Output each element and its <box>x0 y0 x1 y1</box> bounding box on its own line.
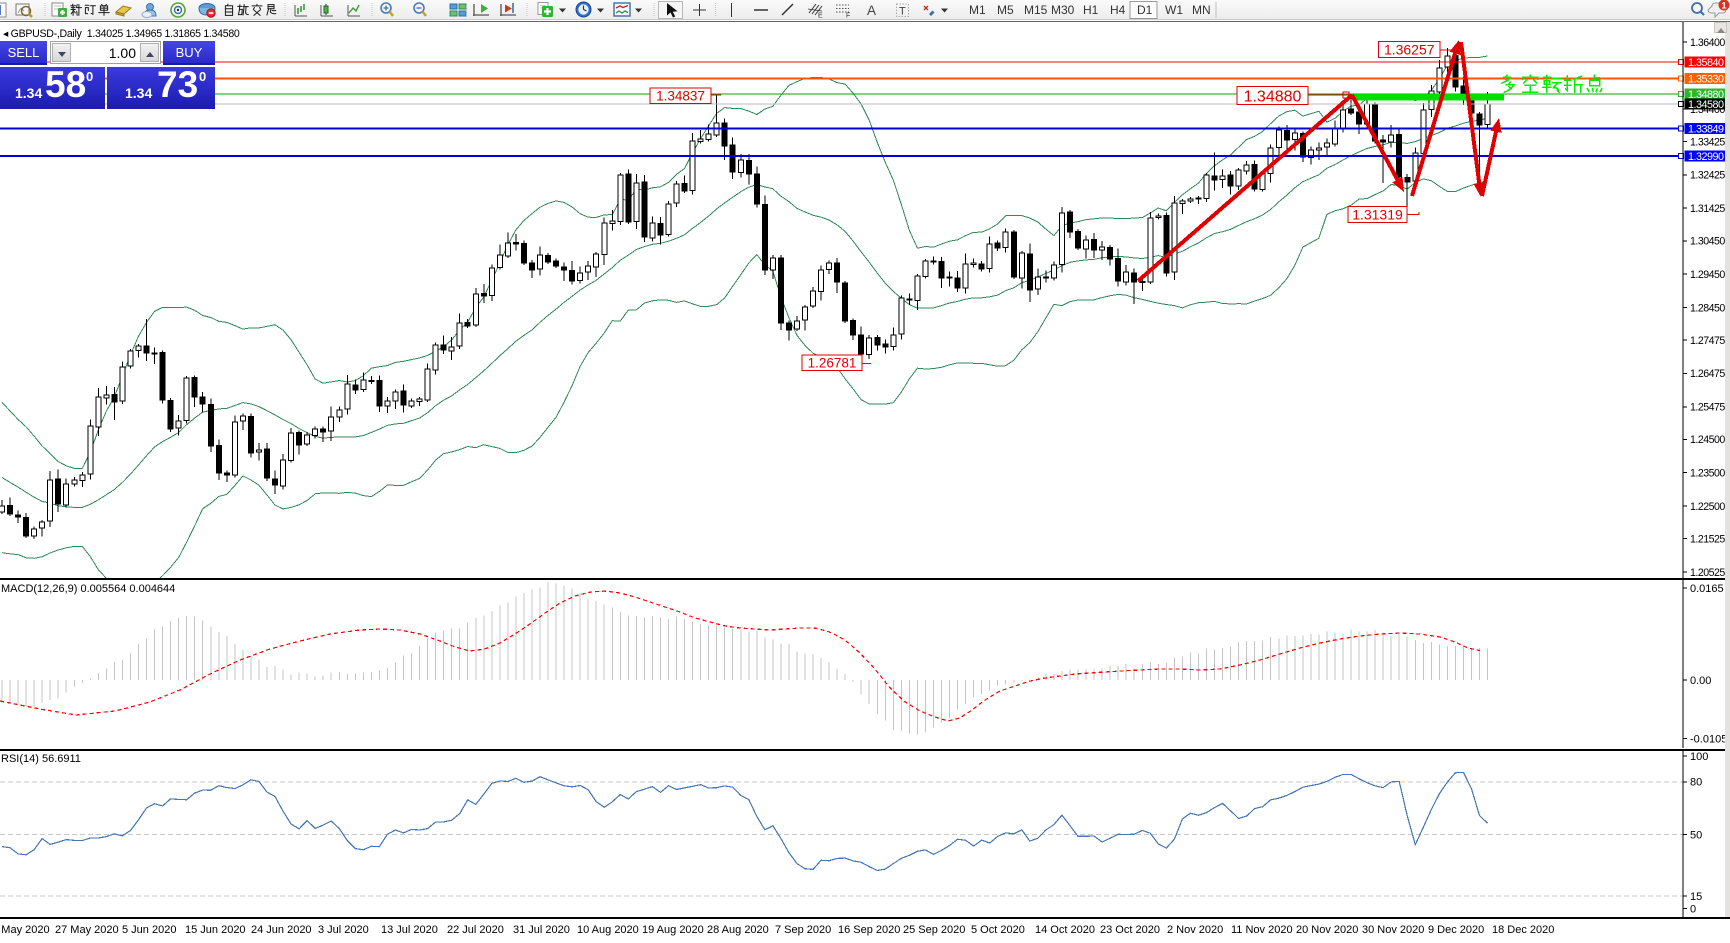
svg-text:F: F <box>846 13 850 20</box>
svg-text:A: A <box>867 3 876 18</box>
svg-text:1.31425: 1.31425 <box>1690 203 1725 215</box>
svg-text:0.0165: 0.0165 <box>1690 583 1724 595</box>
svg-text:1.35840: 1.35840 <box>1688 57 1724 69</box>
svg-text:1: 1 <box>1721 1 1726 11</box>
svg-text:M15: M15 <box>1024 3 1048 17</box>
svg-text:0.00: 0.00 <box>1690 675 1711 687</box>
svg-text:1.33849: 1.33849 <box>1688 123 1724 135</box>
svg-text:H1: H1 <box>1083 3 1099 17</box>
svg-text:RSI(14) 56.6911: RSI(14) 56.6911 <box>1 753 81 765</box>
svg-text:1.26475: 1.26475 <box>1690 368 1725 380</box>
svg-text:15: 15 <box>1690 891 1702 903</box>
svg-text:1.29450: 1.29450 <box>1690 269 1725 281</box>
svg-text:80: 80 <box>1690 777 1702 789</box>
svg-text:MACD(12,26,9) 0.005564 0.00464: MACD(12,26,9) 0.005564 0.004644 <box>1 583 175 595</box>
svg-text:1.34880: 1.34880 <box>1688 89 1724 101</box>
svg-text:1.27475: 1.27475 <box>1690 335 1725 347</box>
svg-text:1.33425: 1.33425 <box>1690 136 1725 148</box>
svg-text:1.35330: 1.35330 <box>1688 73 1724 85</box>
svg-text:1.32425: 1.32425 <box>1690 170 1725 182</box>
svg-text:-0.010571: -0.010571 <box>1690 734 1730 746</box>
svg-text:1.31319: 1.31319 <box>1352 207 1403 223</box>
svg-text:1.28450: 1.28450 <box>1690 302 1725 314</box>
svg-text:1.22500: 1.22500 <box>1690 501 1725 513</box>
svg-text:1.20525: 1.20525 <box>1690 567 1725 578</box>
svg-text:MN: MN <box>1192 3 1211 17</box>
svg-text:1.34580: 1.34580 <box>1688 99 1724 111</box>
svg-text:H4: H4 <box>1110 3 1126 17</box>
svg-text:W1: W1 <box>1165 3 1183 17</box>
svg-text:1.24500: 1.24500 <box>1690 434 1725 446</box>
svg-text:1.34837: 1.34837 <box>656 89 705 104</box>
svg-text:M1: M1 <box>969 3 986 17</box>
svg-text:1.32990: 1.32990 <box>1688 151 1724 163</box>
svg-text:100: 100 <box>1690 751 1708 763</box>
svg-text:M5: M5 <box>997 3 1014 17</box>
svg-text:1.21525: 1.21525 <box>1690 533 1725 545</box>
svg-text:50: 50 <box>1690 829 1702 841</box>
svg-text:E: E <box>818 13 823 20</box>
svg-text:1.23500: 1.23500 <box>1690 468 1725 480</box>
svg-text:D1: D1 <box>1137 3 1153 17</box>
svg-text:T: T <box>899 6 906 18</box>
svg-text:1.26781: 1.26781 <box>808 356 857 371</box>
svg-text:1.36257: 1.36257 <box>1384 42 1435 58</box>
svg-text:1.36400: 1.36400 <box>1690 37 1725 49</box>
svg-text:1.34880: 1.34880 <box>1244 88 1302 105</box>
svg-text:0: 0 <box>1690 903 1696 915</box>
svg-text:M30: M30 <box>1051 3 1075 17</box>
svg-text:1.25475: 1.25475 <box>1690 402 1725 414</box>
svg-text:1.30450: 1.30450 <box>1690 236 1725 248</box>
